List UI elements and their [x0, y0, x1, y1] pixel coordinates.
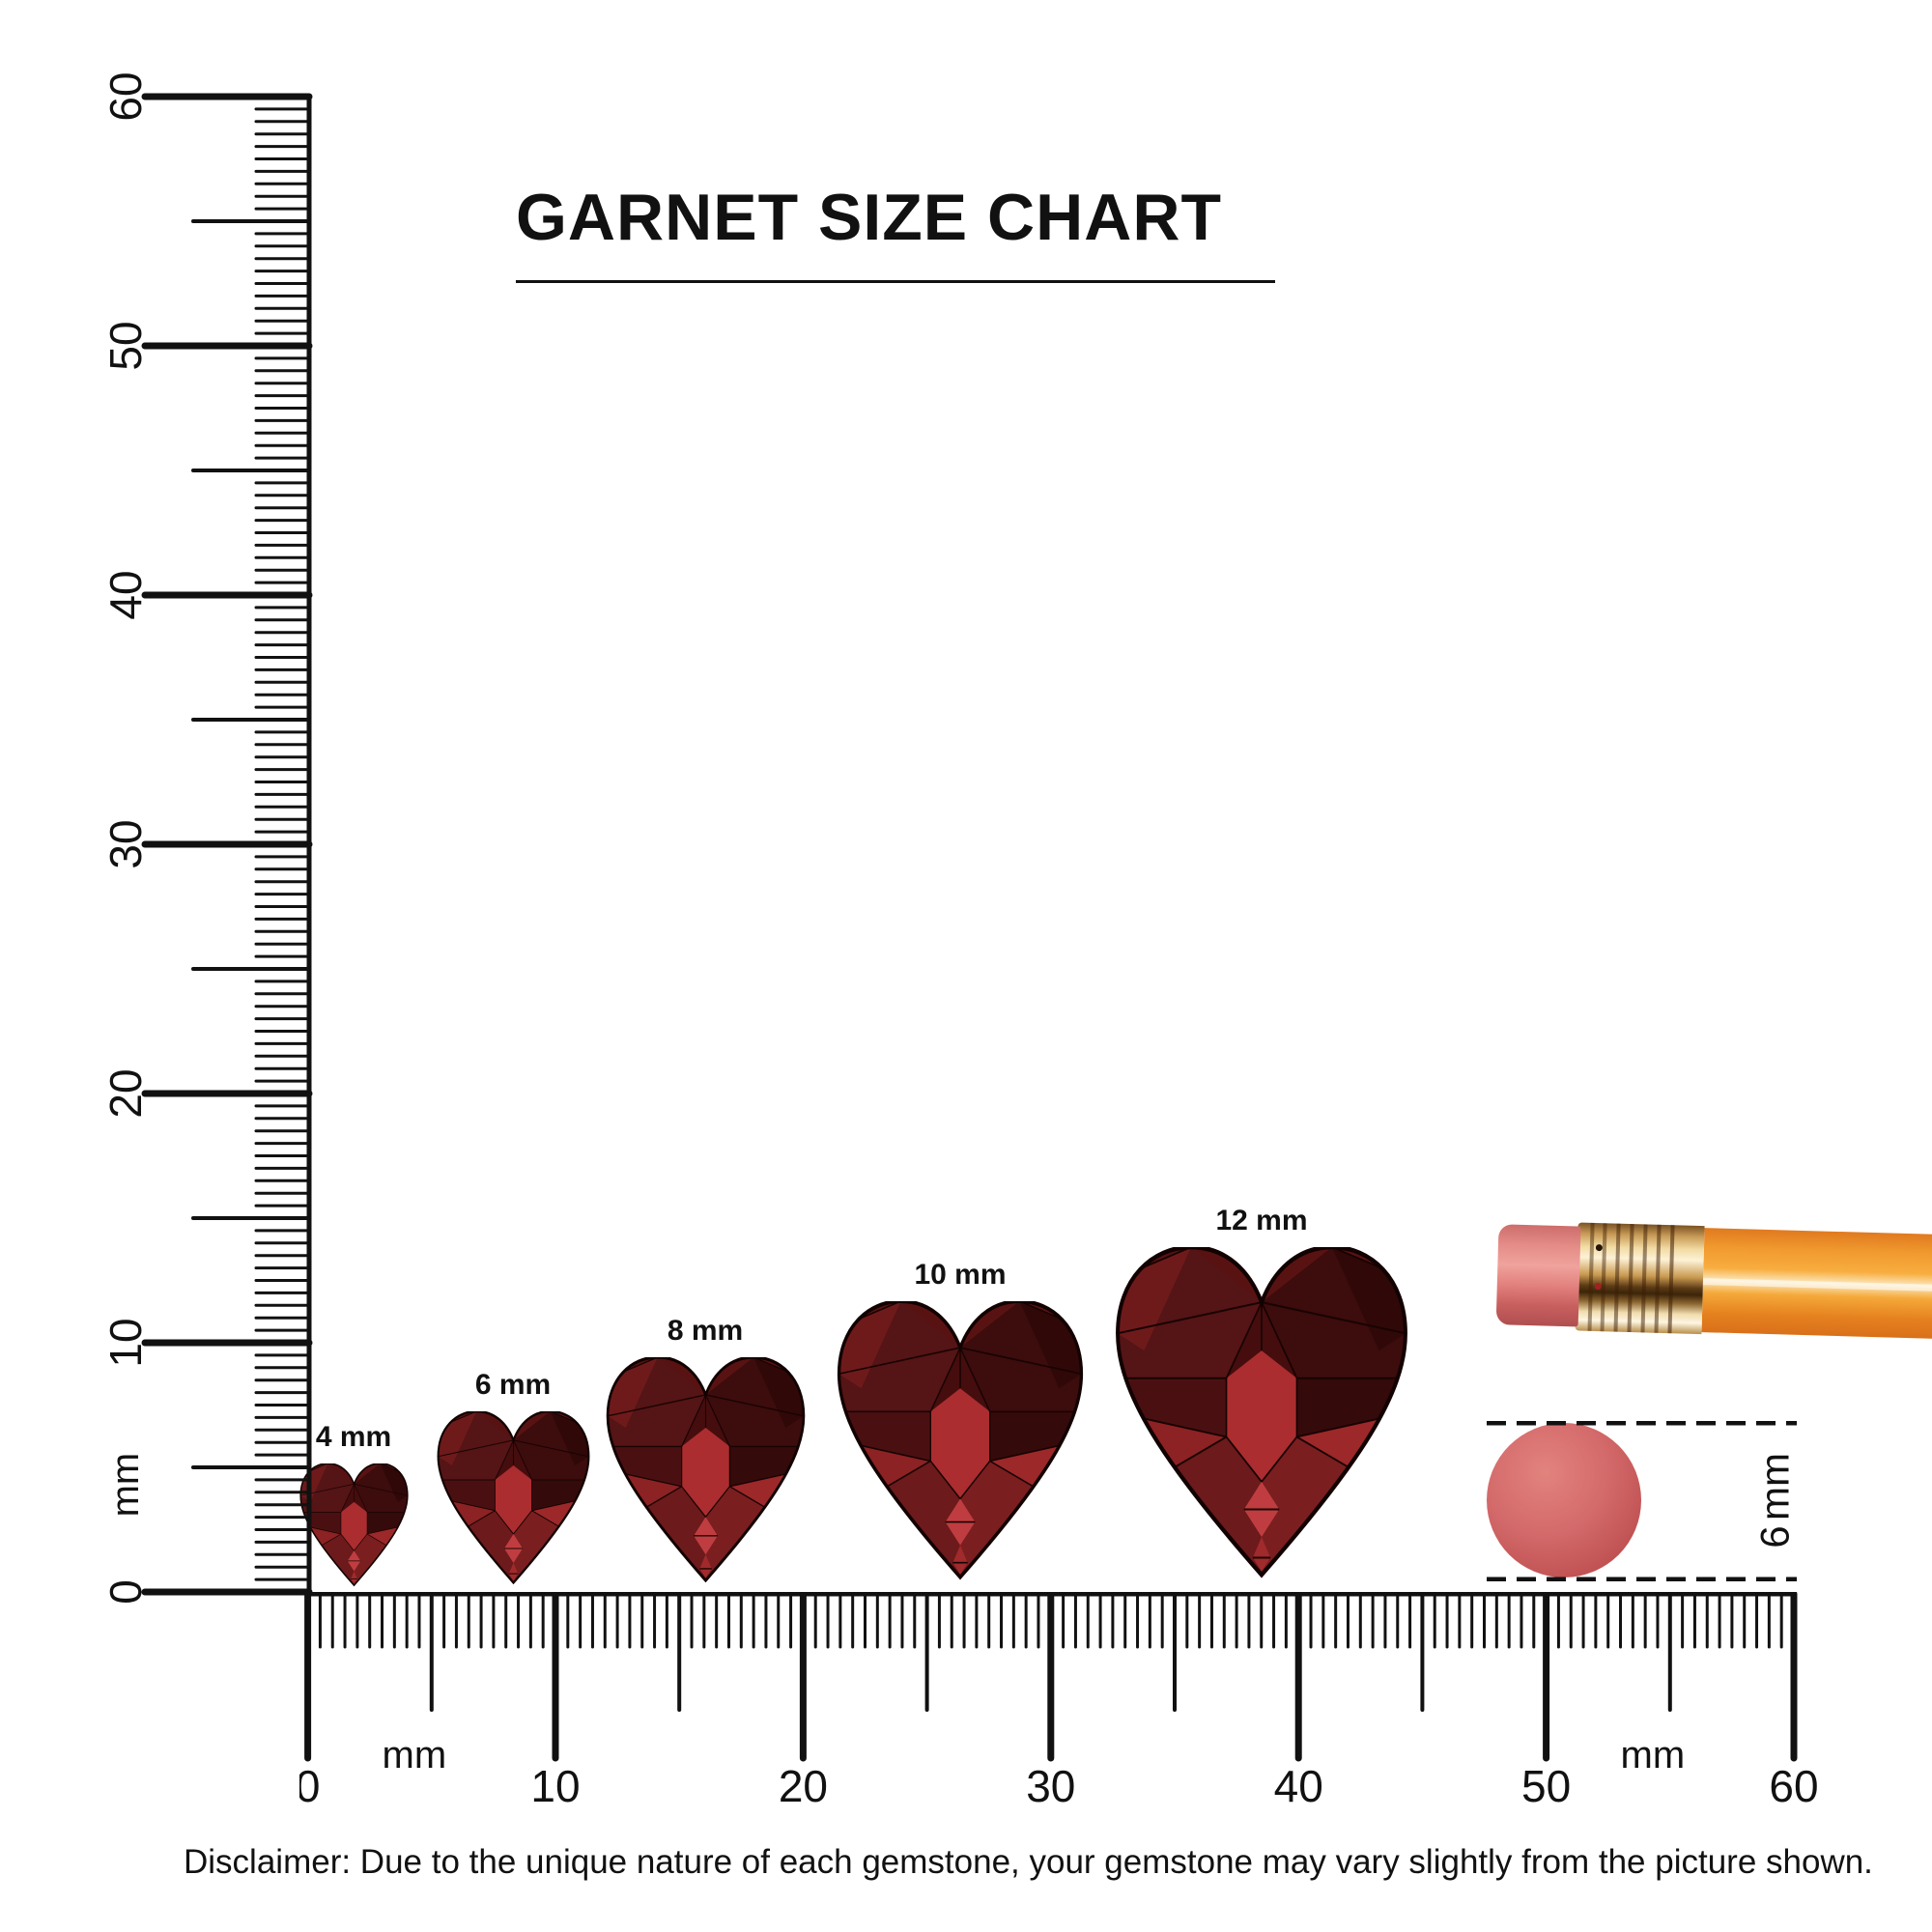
svg-text:10: 10	[100, 1318, 151, 1367]
svg-text:10: 10	[530, 1761, 580, 1811]
svg-text:mm: mm	[383, 1734, 447, 1776]
svg-text:60: 60	[1769, 1761, 1818, 1811]
svg-text:0: 0	[299, 1761, 320, 1811]
svg-text:0: 0	[100, 1579, 151, 1604]
svg-text:50: 50	[100, 321, 151, 370]
svg-text:40: 40	[1274, 1761, 1323, 1811]
svg-text:30: 30	[100, 819, 151, 868]
svg-text:50: 50	[1521, 1761, 1571, 1811]
svg-text:20: 20	[100, 1068, 151, 1118]
svg-text:40: 40	[100, 570, 151, 619]
svg-text:60: 60	[100, 71, 151, 121]
svg-text:30: 30	[1026, 1761, 1075, 1811]
svg-text:mm: mm	[1621, 1734, 1686, 1776]
svg-text:mm: mm	[1752, 1453, 1798, 1520]
svg-text:20: 20	[779, 1761, 828, 1811]
svg-text:mm: mm	[104, 1453, 147, 1518]
svg-text:6: 6	[1752, 1525, 1798, 1548]
